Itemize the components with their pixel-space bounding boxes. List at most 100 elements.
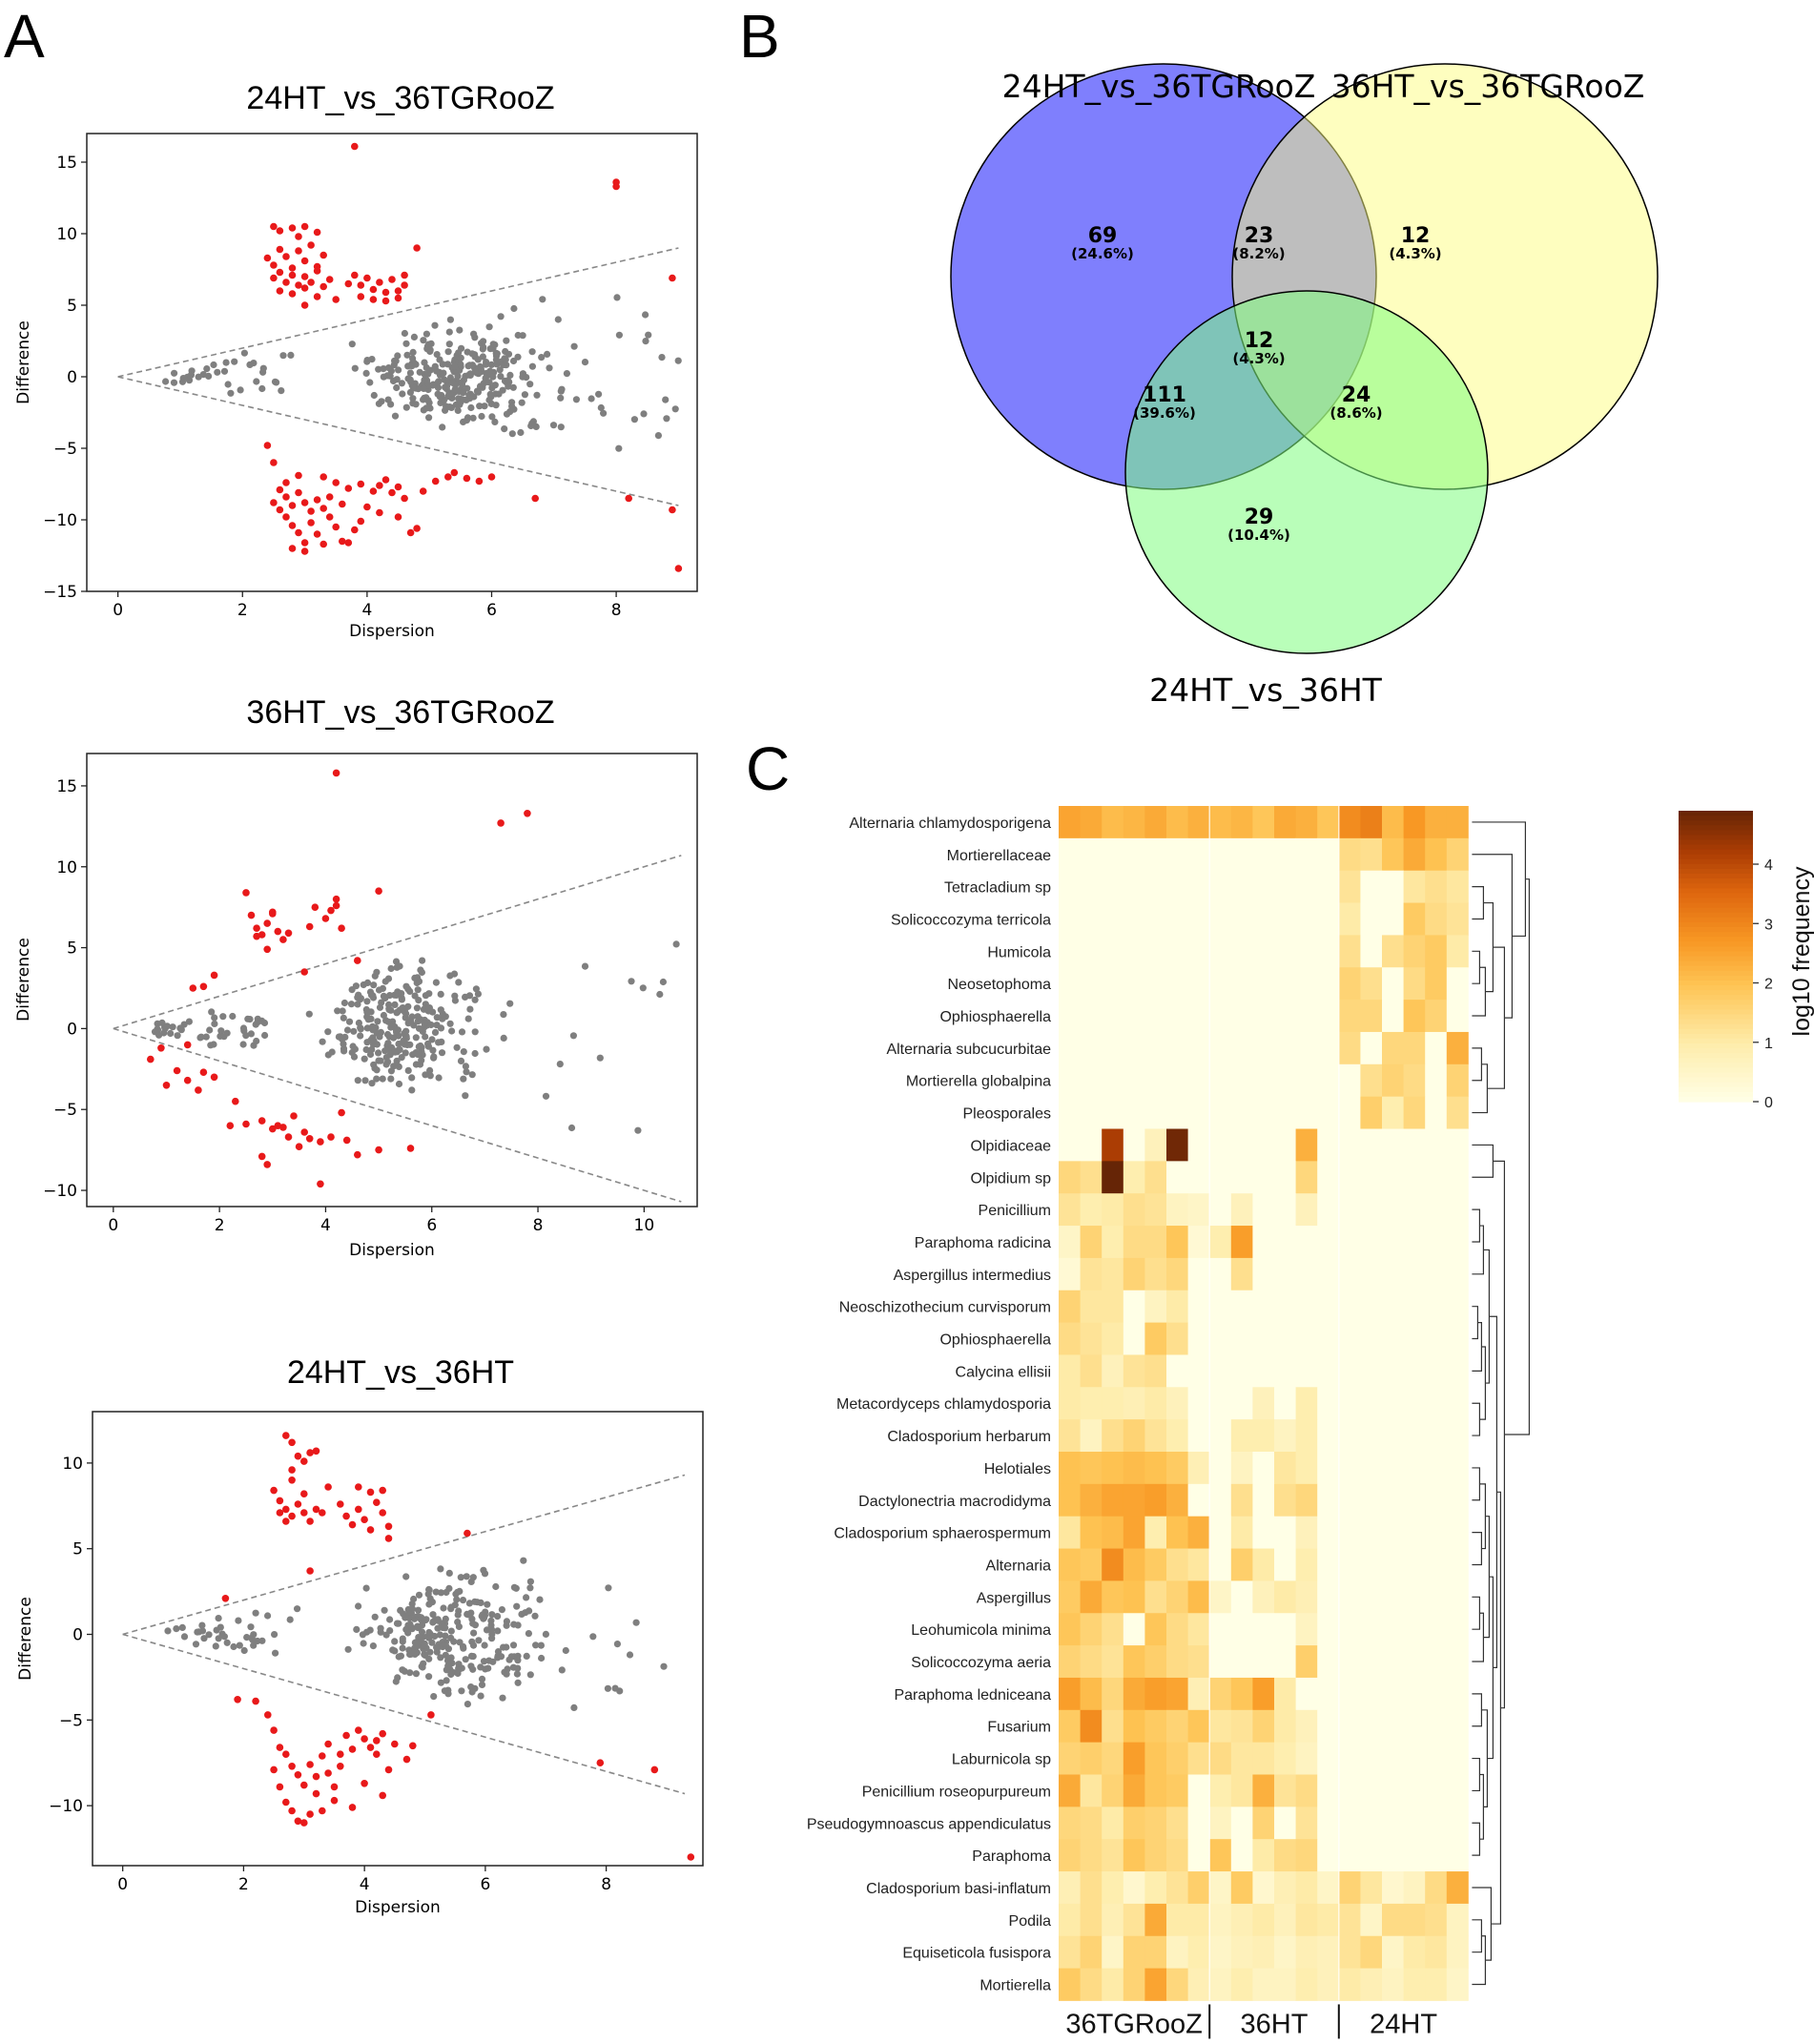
heatmap-cell (1403, 870, 1426, 903)
red-point (282, 1798, 290, 1807)
heatmap-cell (1123, 1645, 1145, 1679)
gray-point (389, 377, 398, 385)
heatmap-cell (1166, 1903, 1188, 1937)
heatmap-cell (1230, 1387, 1253, 1420)
heatmap-cell (1187, 806, 1210, 839)
gray-point (247, 1030, 255, 1038)
heatmap-cell (1425, 1452, 1448, 1485)
gray-point (367, 991, 376, 999)
gray-point (439, 423, 446, 431)
heatmap-cell (1295, 935, 1318, 968)
gray-point (324, 1028, 332, 1036)
gray-point (502, 356, 509, 363)
heatmap-cell (1080, 1161, 1103, 1194)
heatmap-cell (1382, 935, 1404, 968)
heatmap-cell (1425, 1031, 1448, 1065)
gray-point (391, 412, 400, 420)
red-point (348, 1520, 357, 1529)
colorbar-segment (1679, 1048, 1753, 1054)
gray-point (462, 1656, 469, 1663)
gray-point (628, 978, 635, 985)
dendrogram-branch (1472, 854, 1513, 1019)
heatmap-cell (1403, 1031, 1426, 1065)
venn-region-a-b: 23 (8.2%) (1232, 224, 1285, 262)
heatmap-cell (1230, 1419, 1253, 1453)
red-point (288, 1476, 296, 1484)
heatmap-cell (1166, 1031, 1188, 1065)
heatmap-cell (1446, 1935, 1469, 1969)
heatmap-cell (1382, 1742, 1404, 1775)
heatmap-cell (1102, 1322, 1124, 1355)
heatmap-cell (1360, 1354, 1383, 1388)
gray-point (447, 403, 455, 411)
gray-point (468, 361, 476, 369)
gray-point (437, 990, 444, 998)
red-point (625, 494, 632, 503)
colorbar-segment (1679, 1014, 1753, 1021)
gray-point (656, 990, 664, 999)
heatmap-cell (1059, 935, 1081, 968)
heatmap-cell (1403, 1419, 1426, 1453)
heatmap-cell (1059, 1452, 1081, 1485)
heatmap-cell (1123, 1871, 1145, 1905)
red-point (288, 271, 297, 279)
heatmap-cell (1144, 1807, 1167, 1840)
red-point (300, 499, 309, 506)
gray-point (380, 365, 387, 373)
heatmap-cell (1274, 1774, 1296, 1807)
heatmap-cell (1317, 837, 1340, 872)
gray-point (236, 1641, 243, 1649)
gray-point (399, 1004, 406, 1012)
heatmap-cell (1360, 1096, 1383, 1129)
heatmap-cell (1102, 1709, 1124, 1744)
gray-point (437, 1565, 444, 1573)
colorbar-segment (1679, 1096, 1753, 1103)
gray-point (430, 1053, 438, 1061)
gray-point (229, 1012, 237, 1021)
dendrogram-branch (1472, 1225, 1484, 1275)
heatmap-cell (1252, 1387, 1275, 1420)
heatmap-cell (1144, 1322, 1167, 1355)
gray-point (409, 355, 417, 362)
heatmap-cell (1059, 967, 1081, 1001)
gray-point (520, 1557, 527, 1564)
heatmap-cell (1382, 1774, 1404, 1807)
gray-point (350, 1053, 359, 1061)
gray-point (521, 391, 529, 399)
red-point (288, 1466, 296, 1474)
heatmap-cell (1144, 1935, 1167, 1969)
gray-point (569, 1032, 578, 1040)
gray-point (355, 1602, 362, 1610)
heatmap-cell (1360, 1613, 1383, 1646)
heatmap-cell (1274, 1580, 1296, 1614)
heatmap-cell (1338, 1226, 1361, 1259)
gray-point (662, 396, 670, 403)
gray-point (459, 1642, 467, 1650)
red-point (276, 1509, 284, 1517)
heatmap-cell (1360, 1645, 1383, 1679)
gray-point (253, 1037, 260, 1045)
heatmap-cell (1382, 1935, 1404, 1969)
row-label: Equiseticola fusispora (902, 1946, 1051, 1962)
colorbar-segment (1679, 893, 1753, 899)
row-label: Podila (1009, 1913, 1052, 1930)
gray-point (439, 1010, 446, 1018)
row-label: Paraphoma (972, 1848, 1051, 1865)
dendrogram-branch (1472, 1306, 1478, 1340)
heatmap-cell (1317, 1419, 1340, 1453)
gray-point (465, 371, 473, 379)
heatmap-cell (1382, 806, 1404, 839)
heatmap-cell (1166, 1968, 1188, 2001)
heatmap-cell (1102, 1354, 1124, 1388)
heatmap-cell (1360, 1807, 1383, 1840)
colorbar-segment (1679, 830, 1753, 836)
gray-point (428, 1639, 436, 1646)
heatmap-cell (1187, 1709, 1210, 1744)
heatmap-cell (1059, 1000, 1081, 1033)
red-point (612, 182, 620, 191)
gray-point (390, 1034, 398, 1042)
red-point (381, 476, 390, 484)
heatmap-cell (1446, 902, 1469, 936)
y-axis-label: Difference (14, 938, 33, 1022)
row-label: Helotiales (984, 1461, 1051, 1477)
